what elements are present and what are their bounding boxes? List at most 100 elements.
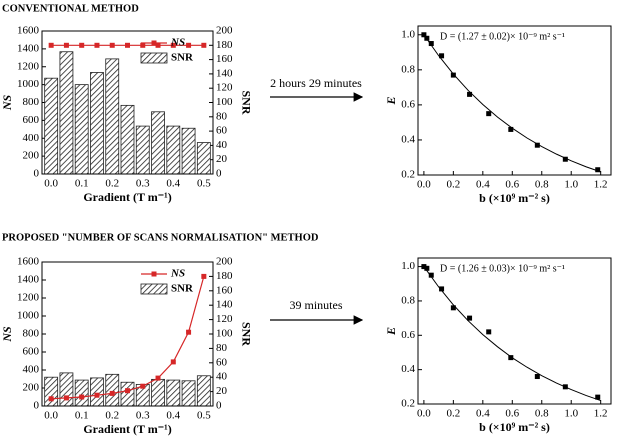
y-tick-label: 0.2	[401, 398, 415, 410]
marker	[201, 42, 207, 48]
y2-axis-label: SNR	[239, 90, 253, 114]
y-tick-label: 0.8	[401, 63, 415, 75]
point	[421, 264, 427, 270]
marker	[94, 392, 100, 398]
y2-tick-label: 60	[216, 125, 228, 137]
bar	[151, 111, 165, 175]
point	[439, 53, 445, 59]
point	[428, 272, 434, 278]
x-tick-label: 0.8	[535, 179, 549, 191]
point	[450, 305, 456, 311]
x-tick-label: 0.2	[446, 408, 460, 420]
legend-label: SNR	[171, 283, 194, 295]
fit-line	[423, 266, 601, 402]
plot-frame	[41, 261, 214, 407]
y-tick-label: 200	[23, 382, 40, 394]
y2-tick-label: 120	[216, 82, 233, 94]
x-tick-label: 0.2	[105, 178, 119, 190]
bar	[151, 378, 165, 407]
marker	[48, 42, 54, 48]
y-tick-label: 0.4	[401, 363, 415, 375]
bar	[181, 380, 196, 407]
y-tick-label: 1000	[17, 310, 40, 322]
y-tick-label: 1400	[17, 42, 40, 54]
x-axis-label: b (×10⁹ m⁻² s)	[479, 191, 550, 205]
legend-label: NS	[170, 268, 185, 280]
x-tick-label: 0.4	[166, 410, 180, 422]
legend-marker	[151, 271, 157, 277]
y-tick-label: 1600	[17, 25, 40, 37]
marker	[63, 395, 69, 401]
x-tick-label: 0.1	[75, 410, 89, 422]
y2-tick-label: 160	[216, 284, 233, 296]
line	[51, 276, 205, 400]
marker	[79, 394, 85, 400]
point	[424, 35, 430, 41]
y2-tick-label: 200	[216, 256, 233, 268]
marker	[140, 42, 146, 48]
point	[534, 374, 540, 380]
x-tick-label: 0.3	[136, 410, 150, 422]
y-axis-label: NS	[0, 326, 14, 343]
marker	[186, 42, 192, 48]
y-tick-label: 400	[23, 364, 40, 376]
legend-label: SNR	[171, 52, 194, 64]
bar	[74, 84, 89, 175]
y2-tick-label: 40	[216, 371, 228, 383]
section-title: CONVENTIONAL METHOD	[2, 3, 139, 14]
x-tick-label: 0.3	[136, 178, 150, 190]
y-tick-label: 400	[23, 132, 40, 144]
marker	[109, 42, 115, 48]
point	[421, 32, 427, 38]
x-tick-label: 0.5	[197, 410, 211, 422]
marker	[48, 396, 54, 402]
y2-tick-label: 20	[216, 385, 228, 397]
x-tick-label: 0.0	[417, 408, 431, 420]
marker	[155, 42, 161, 48]
y2-tick-label: 80	[216, 342, 228, 354]
y2-tick-label: 100	[216, 328, 233, 340]
x-tick-label: 1.2	[594, 179, 608, 191]
marker	[94, 42, 100, 48]
point	[424, 265, 430, 271]
x-tick-label: 1.0	[564, 408, 578, 420]
x-tick-label: 0.6	[505, 408, 519, 420]
y2-tick-label: 160	[216, 53, 233, 65]
y2-axis-label: SNR	[239, 322, 253, 346]
x-tick-label: 0.8	[535, 408, 549, 420]
x-tick-label: 0.2	[105, 410, 119, 422]
y-tick-label: 800	[23, 328, 40, 340]
y-tick-label: 1.0	[401, 260, 415, 272]
annotation: D = (1.27 ± 0.02)× 10⁻⁹ m² s⁻¹	[440, 31, 565, 42]
arrow-label: 2 hours 29 minutes	[270, 76, 362, 90]
x-tick-label: 0.5	[197, 178, 211, 190]
bar	[196, 142, 211, 175]
point	[595, 167, 601, 173]
y-tick-label: 1400	[17, 274, 40, 286]
x-tick-label: 0.0	[417, 179, 431, 191]
y-tick-label: 0.6	[401, 329, 415, 341]
bar	[181, 127, 196, 175]
plot-frame	[417, 25, 612, 176]
bar	[166, 125, 181, 175]
legend-marker	[151, 40, 157, 46]
y2-tick-label: 140	[216, 67, 233, 79]
point	[534, 142, 540, 148]
point	[428, 41, 434, 47]
bar	[120, 104, 135, 175]
y-tick-label: 0	[34, 400, 40, 412]
fit-line	[423, 34, 601, 173]
bar	[196, 375, 211, 407]
x-tick-label: 0.6	[505, 179, 519, 191]
point	[486, 111, 492, 117]
plot-frame	[41, 30, 214, 175]
y2-tick-label: 200	[216, 25, 233, 37]
bar	[59, 51, 74, 175]
marker	[140, 383, 146, 389]
point	[486, 329, 492, 335]
x-tick-label: 0.4	[166, 178, 180, 190]
bar	[74, 379, 89, 407]
marker	[63, 42, 69, 48]
y2-tick-label: 0	[216, 168, 222, 180]
bar	[105, 373, 120, 407]
